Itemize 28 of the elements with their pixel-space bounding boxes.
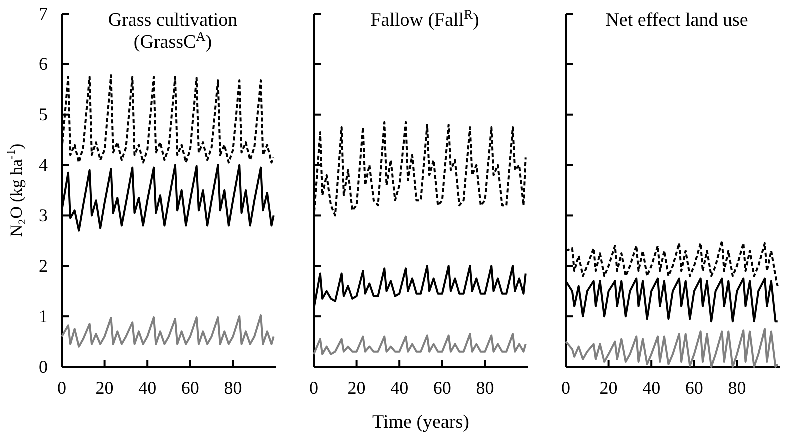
x-axis-title: Time (years) [372, 412, 470, 433]
x-tick-label: 60 [181, 378, 200, 398]
x-tick-label: 0 [310, 378, 318, 398]
y-tick-label: 0 [39, 356, 48, 377]
y-tick-label: 6 [39, 54, 48, 74]
chart-title: Fallow (Fall$^{R}$) [370, 6, 480, 31]
x-tick-label: 0 [58, 378, 66, 398]
x-tick-label: 0 [562, 378, 570, 398]
y-tick-label: 4 [39, 155, 48, 176]
y-tick-label: 5 [39, 104, 48, 125]
x-tick-label: 20 [348, 378, 366, 398]
x-tick-label: 40 [390, 378, 409, 398]
x-tick-label: 20 [600, 378, 618, 398]
x-tick-label: 60 [433, 378, 452, 398]
x-tick-label: 80 [224, 378, 242, 398]
y-tick-label: 7 [39, 4, 48, 24]
line-series [61, 314, 275, 348]
x-tick-label: 40 [138, 378, 157, 398]
x-tick-label: 80 [476, 378, 494, 398]
x-tick-label: 40 [642, 378, 661, 398]
chart-title: Net effect land use [606, 10, 748, 31]
x-tick-label: 80 [728, 378, 746, 398]
y-tick-label: 3 [39, 205, 48, 226]
y-tick-label: 2 [39, 256, 48, 276]
chart-title: Grass cultivation (GrassC$^{A}$) [108, 10, 238, 53]
x-tick-label: 60 [685, 378, 704, 398]
y-tick-label: 1 [39, 306, 48, 326]
x-tick-label: 20 [96, 378, 114, 398]
